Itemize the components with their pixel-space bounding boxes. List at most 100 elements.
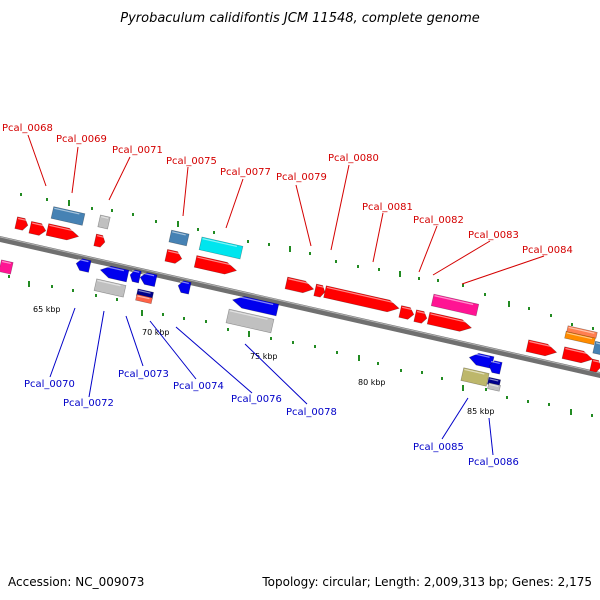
gene-arrow-highlight <box>78 258 89 263</box>
tick-75kbp: 75 kbp <box>250 352 278 361</box>
gene-arrow <box>323 285 400 313</box>
top-gene-labels: Pcal_0068 Pcal_0069 Pcal_0071 Pcal_0075 … <box>2 123 573 285</box>
gene-arrow-highlight <box>490 360 500 365</box>
gene-arrow-body <box>561 346 594 364</box>
gene-arrow-highlight <box>595 342 600 345</box>
gene-arrow-highlight <box>96 235 105 238</box>
gene-arrow-highlight <box>32 222 45 227</box>
feature-dot <box>378 268 380 271</box>
gene-arrow-highlight <box>565 347 589 355</box>
gene-label-pcal-0077[interactable]: Pcal_0077 <box>220 167 271 178</box>
feature-dot <box>132 213 134 216</box>
gene-arrow-body <box>198 236 244 260</box>
gene-arrow <box>566 325 598 339</box>
gene-arrow <box>231 295 280 317</box>
gene-arrow <box>164 249 183 264</box>
gene-arrows <box>0 206 600 392</box>
feature-dot <box>358 355 360 361</box>
feature-dot <box>268 243 270 246</box>
feature-dot <box>400 369 402 372</box>
gene-arrow-body <box>50 206 86 226</box>
feature-dot <box>309 252 311 255</box>
feature-dot <box>484 293 486 296</box>
gene-arrow-highlight <box>172 231 186 236</box>
gene-arrow-highlight <box>430 313 468 323</box>
gene-arrow-highlight <box>566 332 593 340</box>
gene-label-pcal-0070[interactable]: Pcal_0070 <box>24 379 75 390</box>
gene-label-pcal-0071[interactable]: Pcal_0071 <box>112 145 163 156</box>
gene-arrow-body <box>177 280 192 295</box>
gene-label-pcal-0083[interactable]: Pcal_0083 <box>468 230 519 241</box>
feature-dot <box>570 409 572 415</box>
gene-arrow-body <box>28 221 47 236</box>
gene-arrow <box>99 265 130 283</box>
gene-arrow-body <box>225 308 275 334</box>
gene-label-pcal-0082[interactable]: Pcal_0082 <box>413 215 464 226</box>
gene-arrow <box>488 360 503 375</box>
gene-label-pcal-0076[interactable]: Pcal_0076 <box>231 394 282 405</box>
tick-70kbp: 70 kbp <box>142 328 170 337</box>
feature-dot <box>421 371 423 374</box>
gene-arrow-highlight <box>142 272 155 277</box>
gene-arrow <box>284 276 315 294</box>
feature-dot <box>292 341 294 344</box>
feature-dot <box>506 396 508 399</box>
gene-arrow-body <box>93 278 127 298</box>
gene-arrow-highlight <box>179 280 189 285</box>
feature-dot <box>508 301 510 307</box>
gene-arrow <box>460 367 490 387</box>
feature-dot <box>399 271 401 277</box>
feature-dot <box>377 362 379 365</box>
feature-dot <box>571 323 573 326</box>
gene-label-pcal-0072[interactable]: Pcal_0072 <box>63 398 114 409</box>
gene-arrow <box>135 293 153 305</box>
feature-dot <box>485 388 487 391</box>
gene-label-pcal-0080[interactable]: Pcal_0080 <box>328 153 379 164</box>
gene-arrow <box>561 346 594 364</box>
gene-arrow-body <box>231 296 280 317</box>
gene-label-pcal-0081[interactable]: Pcal_0081 <box>362 202 413 213</box>
gene-arrow-body <box>139 272 158 287</box>
gene-arrow-highlight <box>568 326 595 334</box>
feature-dot <box>248 331 250 337</box>
gene-label-pcal-0069[interactable]: Pcal_0069 <box>56 134 107 145</box>
gene-label-pcal-0074[interactable]: Pcal_0074 <box>173 381 224 392</box>
gene-arrow-highlight <box>54 207 80 215</box>
gene-label-pcal-0085[interactable]: Pcal_0085 <box>413 442 464 453</box>
gene-label-pcal-0068[interactable]: Pcal_0068 <box>2 123 53 134</box>
gene-arrow <box>93 233 106 248</box>
feature-dot <box>111 209 113 212</box>
gene-arrow-highlight <box>288 278 311 285</box>
gene-label-pcal-0073[interactable]: Pcal_0073 <box>118 369 169 380</box>
gene-label-pcal-0084[interactable]: Pcal_0084 <box>522 245 573 256</box>
gene-arrow-body <box>323 285 400 313</box>
gene-arrow-highlight <box>1 260 11 265</box>
feature-dot <box>177 221 179 227</box>
gene-label-pcal-0078[interactable]: Pcal_0078 <box>286 407 337 418</box>
feature-dot <box>592 327 594 330</box>
gene-label-pcal-0086[interactable]: Pcal_0086 <box>468 457 519 468</box>
feature-dot <box>591 414 593 417</box>
gene-arrow-body <box>284 276 315 294</box>
feature-dot <box>335 260 337 263</box>
map-title: Pyrobaculum calidifontis JCM 11548, comp… <box>120 11 480 26</box>
gene-arrow-body <box>75 258 92 273</box>
gene-arrow <box>168 229 190 247</box>
feature-dot <box>441 377 443 380</box>
gene-arrow <box>28 221 47 236</box>
feature-dot <box>72 289 74 292</box>
gene-arrow-highlight <box>529 340 553 348</box>
feature-dot <box>95 294 97 297</box>
gene-arrow <box>426 311 473 332</box>
gene-arrow-body <box>460 367 490 387</box>
gene-arrow-highlight <box>202 238 238 248</box>
gene-label-pcal-0079[interactable]: Pcal_0079 <box>276 172 327 183</box>
feature-dot <box>550 314 552 317</box>
feature-dot <box>357 265 359 268</box>
gene-label-pcal-0075[interactable]: Pcal_0075 <box>166 156 217 167</box>
gene-arrow-highlight <box>100 216 109 219</box>
gene-arrow-body <box>45 223 80 241</box>
feature-dot <box>270 337 272 340</box>
gene-arrow-highlight <box>471 352 490 358</box>
